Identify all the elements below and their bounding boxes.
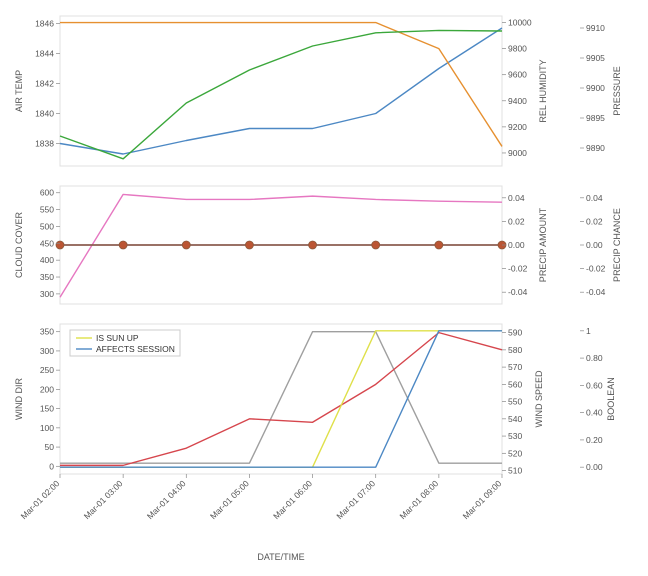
svg-text:DATE/TIME: DATE/TIME xyxy=(257,552,304,562)
svg-text:0.04: 0.04 xyxy=(586,193,603,203)
svg-text:400: 400 xyxy=(40,255,54,265)
chart-svg: 1838 1840 1842 1844 1846 AIR TEMP 9000 9200 9400… xyxy=(0,0,648,576)
svg-text:530: 530 xyxy=(508,431,522,441)
svg-text:1844: 1844 xyxy=(35,49,54,59)
svg-text:PRESSURE: PRESSURE xyxy=(612,66,622,116)
svg-text:0.02: 0.02 xyxy=(508,216,525,226)
svg-text:PRECIP CHANCE: PRECIP CHANCE xyxy=(612,208,622,282)
svg-text:0.00: 0.00 xyxy=(508,240,525,250)
svg-text:350: 350 xyxy=(40,327,54,337)
svg-text:9910: 9910 xyxy=(586,23,605,33)
svg-text:50: 50 xyxy=(45,442,55,452)
svg-text:Mar-01 02:00: Mar-01 02:00 xyxy=(19,478,62,521)
svg-text:9800: 9800 xyxy=(508,44,527,54)
svg-text:500: 500 xyxy=(40,221,54,231)
svg-text:0.00: 0.00 xyxy=(586,462,603,472)
chart-container: 1838 1840 1842 1844 1846 AIR TEMP 9000 9200 9400… xyxy=(0,0,648,576)
svg-text:-0.02: -0.02 xyxy=(508,264,528,274)
svg-text:1: 1 xyxy=(586,326,591,336)
svg-text:Mar-01 04:00: Mar-01 04:00 xyxy=(145,478,188,521)
svg-text:BOOLEAN: BOOLEAN xyxy=(606,377,616,421)
svg-text:590: 590 xyxy=(508,328,522,338)
svg-text:540: 540 xyxy=(508,414,522,424)
svg-text:570: 570 xyxy=(508,362,522,372)
svg-text:-0.04: -0.04 xyxy=(508,287,528,297)
svg-text:580: 580 xyxy=(508,345,522,355)
svg-text:-0.04: -0.04 xyxy=(586,287,606,297)
svg-text:550: 550 xyxy=(508,397,522,407)
svg-text:0.60: 0.60 xyxy=(586,380,603,390)
svg-text:9900: 9900 xyxy=(586,83,605,93)
svg-text:1842: 1842 xyxy=(35,79,54,89)
svg-text:250: 250 xyxy=(40,365,54,375)
svg-text:Mar-01 07:00: Mar-01 07:00 xyxy=(334,478,377,521)
svg-text:10000: 10000 xyxy=(508,18,532,28)
svg-text:350: 350 xyxy=(40,272,54,282)
svg-text:-0.02: -0.02 xyxy=(586,264,606,274)
svg-text:Mar-01 05:00: Mar-01 05:00 xyxy=(208,478,251,521)
svg-text:9890: 9890 xyxy=(586,143,605,153)
svg-text:450: 450 xyxy=(40,238,54,248)
svg-text:1846: 1846 xyxy=(35,19,54,29)
svg-text:REL HUMIDITY: REL HUMIDITY xyxy=(538,59,548,122)
svg-text:550: 550 xyxy=(40,205,54,215)
svg-text:Mar-01 03:00: Mar-01 03:00 xyxy=(82,478,125,521)
svg-text:100: 100 xyxy=(40,423,54,433)
svg-text:WIND DIR: WIND DIR xyxy=(14,378,24,420)
svg-text:560: 560 xyxy=(508,379,522,389)
svg-text:Mar-01 06:00: Mar-01 06:00 xyxy=(271,478,314,521)
svg-text:0: 0 xyxy=(49,461,54,471)
svg-text:PRECIP AMOUNT: PRECIP AMOUNT xyxy=(538,207,548,282)
svg-text:IS SUN UP: IS SUN UP xyxy=(96,333,139,343)
svg-text:0.02: 0.02 xyxy=(586,216,603,226)
svg-text:300: 300 xyxy=(40,346,54,356)
svg-text:9000: 9000 xyxy=(508,148,527,158)
svg-text:300: 300 xyxy=(40,289,54,299)
svg-text:9905: 9905 xyxy=(586,53,605,63)
svg-text:9895: 9895 xyxy=(586,113,605,123)
svg-text:CLOUD COVER: CLOUD COVER xyxy=(14,211,24,278)
svg-text:WIND SPEED: WIND SPEED xyxy=(534,370,544,428)
svg-text:9600: 9600 xyxy=(508,70,527,80)
svg-text:150: 150 xyxy=(40,404,54,414)
svg-text:AFFECTS SESSION: AFFECTS SESSION xyxy=(96,344,175,354)
svg-text:1838: 1838 xyxy=(35,139,54,149)
svg-text:9400: 9400 xyxy=(508,96,527,106)
svg-text:Mar-01 09:00: Mar-01 09:00 xyxy=(461,478,504,521)
svg-text:510: 510 xyxy=(508,466,522,476)
svg-text:0.00: 0.00 xyxy=(586,240,603,250)
svg-text:520: 520 xyxy=(508,448,522,458)
svg-text:0.04: 0.04 xyxy=(508,193,525,203)
svg-text:200: 200 xyxy=(40,384,54,394)
svg-text:0.80: 0.80 xyxy=(586,353,603,363)
svg-text:0.20: 0.20 xyxy=(586,435,603,445)
svg-text:AIR TEMP: AIR TEMP xyxy=(14,70,24,112)
svg-text:0.40: 0.40 xyxy=(586,408,603,418)
svg-text:Mar-01 08:00: Mar-01 08:00 xyxy=(397,478,440,521)
svg-text:1840: 1840 xyxy=(35,109,54,119)
svg-text:600: 600 xyxy=(40,188,54,198)
svg-text:9200: 9200 xyxy=(508,122,527,132)
